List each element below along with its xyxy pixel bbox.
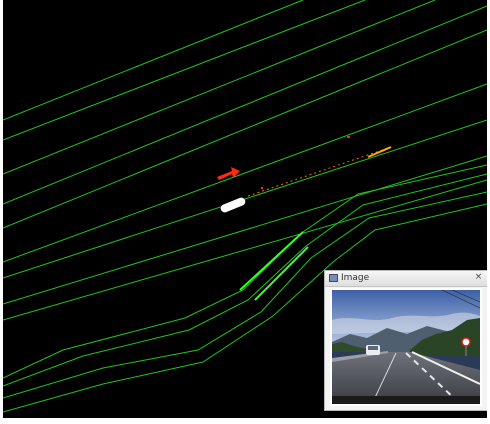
camera-image <box>330 288 482 406</box>
lane-line-curved <box>3 173 487 387</box>
3d-viewport[interactable]: Image × <box>3 0 487 418</box>
detected-object-arrow[interactable] <box>217 167 240 180</box>
lane-line <box>3 119 487 279</box>
road-edge <box>411 351 480 385</box>
lane-line-curved <box>3 191 487 399</box>
lane-line-highlight <box>254 246 309 301</box>
lane-line <box>3 83 487 263</box>
lane-line-curved <box>3 164 487 379</box>
point-cloud-dot <box>347 136 350 138</box>
road <box>332 352 480 404</box>
lane-line-highlight <box>239 231 304 291</box>
close-icon[interactable]: × <box>474 272 483 282</box>
lane-line <box>3 0 366 141</box>
trees-right <box>410 318 480 356</box>
clouds <box>332 312 480 334</box>
trees-left <box>332 342 372 352</box>
point-cloud-dot <box>261 187 263 189</box>
lane-line <box>3 179 487 321</box>
point-cloud-trail <box>367 146 392 158</box>
speed-sign <box>461 337 471 347</box>
lane-map <box>3 0 487 413</box>
lane-line <box>3 155 487 305</box>
lane-line <box>3 5 487 205</box>
lead-car-window <box>368 346 378 350</box>
point-cloud-trail <box>247 146 392 197</box>
image-window-title: Image <box>341 273 370 283</box>
ego-vehicle[interactable] <box>219 196 246 213</box>
power-line <box>441 290 480 309</box>
lane-line-curved <box>3 203 487 413</box>
lane-line <box>3 0 304 121</box>
window-icon <box>329 274 338 282</box>
lane-line <box>3 29 487 229</box>
image-window[interactable]: Image × <box>324 270 487 411</box>
dashboard <box>332 396 480 404</box>
road-marking <box>371 352 397 404</box>
power-line <box>451 290 480 303</box>
camera-scene <box>332 290 480 404</box>
road-marking <box>405 352 457 401</box>
lane-line <box>3 0 436 175</box>
image-window-titlebar[interactable]: Image × <box>325 271 487 287</box>
